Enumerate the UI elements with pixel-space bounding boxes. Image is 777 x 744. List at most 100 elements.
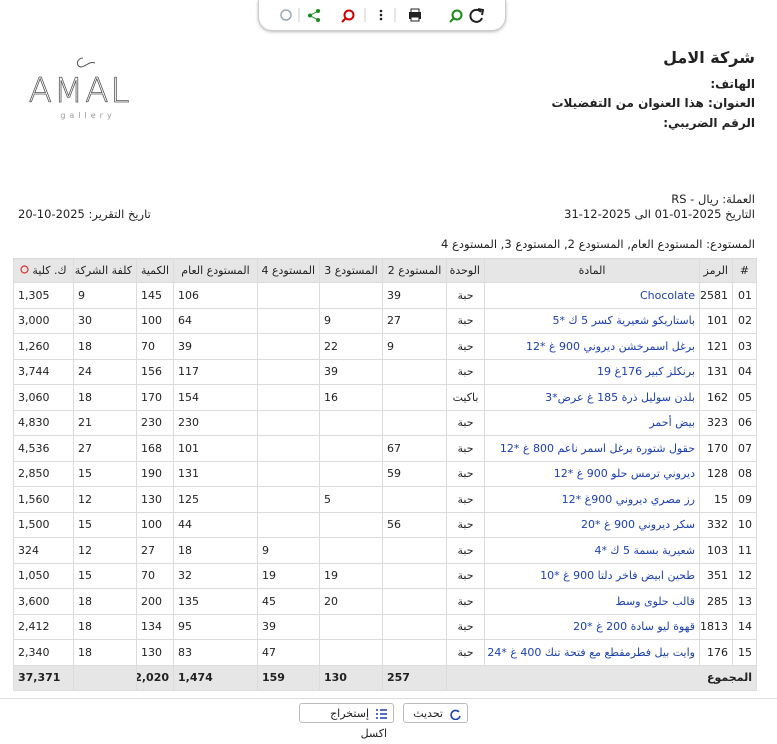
bottom-bar: تحديث إستخراج اكسل bbox=[0, 698, 777, 740]
refresh-button[interactable]: تحديث bbox=[403, 703, 468, 723]
table-cell: 59 bbox=[382, 460, 447, 487]
zoom-in-icon[interactable] bbox=[449, 9, 463, 23]
table-cell: 135 bbox=[173, 588, 258, 615]
table-cell: 16 bbox=[319, 384, 383, 411]
item-link[interactable]: شعيرية بسمة 5 ك *4 bbox=[484, 537, 700, 564]
table-cell: 4,830 bbox=[13, 409, 74, 436]
table-row: 06 323 بيض أحمر حبة 230 230 21 4,830 bbox=[13, 409, 757, 436]
item-link[interactable]: قهوة ليو سادة 200 غ *20 bbox=[484, 613, 700, 640]
company-name: شركة الامل bbox=[663, 48, 755, 67]
table-row: 09 15 رز مصري ديروني 900غ *12 حبة 5 125 130 12 1… bbox=[13, 486, 757, 513]
table-cell: 131 bbox=[173, 460, 258, 487]
table-cell: 230 bbox=[173, 409, 258, 436]
table-cell bbox=[257, 511, 320, 538]
item-link[interactable]: ديروني ترمس حلو 900 غ *12 bbox=[484, 460, 700, 487]
table-cell bbox=[319, 409, 383, 436]
table-cell: 101 bbox=[173, 435, 258, 462]
table-cell: 101 bbox=[699, 307, 733, 334]
item-link[interactable]: وايت بيل فطرمقطع مع فتحة تنك 400 غ *24 bbox=[484, 639, 700, 666]
table-cell: 4,536 bbox=[13, 435, 74, 462]
table-cell: 39 bbox=[382, 282, 447, 309]
table-cell: 190 bbox=[136, 460, 174, 487]
table-cell: حبة bbox=[446, 511, 485, 538]
item-link[interactable]: برنكلز كبير 176غ 19 bbox=[484, 358, 700, 385]
item-link[interactable]: Chocolate bbox=[484, 282, 700, 309]
zoom-out-icon[interactable] bbox=[341, 9, 355, 23]
table-row: 14 1813 قهوة ليو سادة 200 غ *20 حبة 39 95 134 1… bbox=[13, 613, 757, 640]
table-cell: 176 bbox=[699, 639, 733, 666]
table-cell: 70 bbox=[136, 562, 174, 589]
table-cell bbox=[382, 409, 447, 436]
item-link[interactable]: بيض أحمر bbox=[484, 409, 700, 436]
table-row: 12 351 طحين ابيض فاخر دلتا 900 غ *10 حبة 19 1… bbox=[13, 562, 757, 589]
item-link[interactable]: سكر ديروني 900 غ *20 bbox=[484, 511, 700, 538]
item-link[interactable]: رز مصري ديروني 900غ *12 bbox=[484, 486, 700, 513]
table-cell bbox=[257, 384, 320, 411]
table-cell: حبة bbox=[446, 486, 485, 513]
settings-icon[interactable] bbox=[280, 9, 292, 21]
help-icon[interactable] bbox=[20, 265, 30, 274]
table-cell: حبة bbox=[446, 435, 485, 462]
table-cell: 18 bbox=[73, 588, 137, 615]
item-link[interactable]: حقول شتورة برغل اسمر ناعم 800 غ *12 bbox=[484, 435, 700, 462]
table-cell bbox=[382, 486, 447, 513]
table-cell: 39 bbox=[319, 358, 383, 385]
table-cell: 1,560 bbox=[13, 486, 74, 513]
table-cell: 39 bbox=[257, 613, 320, 640]
address-value: هذا العنوان من التفضيلات bbox=[551, 96, 704, 110]
table-cell bbox=[257, 460, 320, 487]
table-cell: 45 bbox=[257, 588, 320, 615]
toolbar-icons bbox=[280, 8, 485, 23]
table-cell: 64 bbox=[173, 307, 258, 334]
excel-button[interactable]: إستخراج اكسل bbox=[299, 703, 394, 740]
table-cell: 100 bbox=[136, 511, 174, 538]
table-cell: 9 bbox=[319, 307, 383, 334]
print-icon[interactable] bbox=[409, 8, 421, 22]
table-cell bbox=[257, 307, 320, 334]
column-header: المستودع العام bbox=[173, 258, 258, 283]
table-cell: 14 bbox=[732, 613, 757, 640]
refresh-label: تحديث bbox=[413, 707, 443, 720]
table-cell: 2,340 bbox=[13, 639, 74, 666]
table-cell bbox=[257, 282, 320, 309]
table-cell: 15 bbox=[73, 460, 137, 487]
item-link[interactable]: باستاريكو شعيرية كسر 5 ك *5 bbox=[484, 307, 700, 334]
phone-label: الهاتف: bbox=[710, 77, 755, 91]
more-icon[interactable] bbox=[379, 9, 383, 21]
table-cell: 200 bbox=[136, 588, 174, 615]
table-cell: 168 bbox=[136, 435, 174, 462]
table-row: 07 170 حقول شتورة برغل اسمر ناعم 800 غ *12… bbox=[13, 435, 757, 462]
item-link[interactable]: طحين ابيض فاخر دلتا 900 غ *10 bbox=[484, 562, 700, 589]
table-cell bbox=[257, 358, 320, 385]
logo-flourish bbox=[76, 57, 96, 68]
table-cell: 154 bbox=[173, 384, 258, 411]
table-cell: حبة bbox=[446, 409, 485, 436]
column-header: المستودع 3 bbox=[319, 258, 383, 283]
table-cell: 12 bbox=[732, 562, 757, 589]
table-cell: 15 bbox=[73, 562, 137, 589]
address-label: العنوان: bbox=[708, 96, 755, 110]
table-body: 01 2581 Chocolate حبة 39 106 145 9 1,305 02 101 باس… bbox=[13, 282, 757, 691]
item-link[interactable]: قالب حلوى وسط bbox=[484, 588, 700, 615]
table-cell: 09 bbox=[732, 486, 757, 513]
table-cell: 12 bbox=[73, 486, 137, 513]
share-icon[interactable] bbox=[308, 9, 320, 22]
table-cell: 1,260 bbox=[13, 333, 74, 360]
table-cell bbox=[382, 613, 447, 640]
table-cell: 9 bbox=[382, 333, 447, 360]
table-cell: 131 bbox=[699, 358, 733, 385]
refresh-icon[interactable] bbox=[469, 8, 485, 23]
column-header: الرمز bbox=[699, 258, 733, 283]
item-link[interactable]: برغل اسمرخشن ديروني 900 غ *12 bbox=[484, 333, 700, 360]
logo-subtext: gallery bbox=[60, 111, 115, 120]
item-link[interactable]: بلدن سوليل ذرة 185 غ عرض*3 bbox=[484, 384, 700, 411]
table-cell: 170 bbox=[699, 435, 733, 462]
table-cell: 156 bbox=[136, 358, 174, 385]
table-cell: 3,600 bbox=[13, 588, 74, 615]
table-cell: 30 bbox=[73, 307, 137, 334]
table-cell: 5 bbox=[319, 486, 383, 513]
column-header: المستودع 2 bbox=[382, 258, 447, 283]
table-cell bbox=[382, 588, 447, 615]
column-header: المستودع 4 bbox=[257, 258, 320, 283]
